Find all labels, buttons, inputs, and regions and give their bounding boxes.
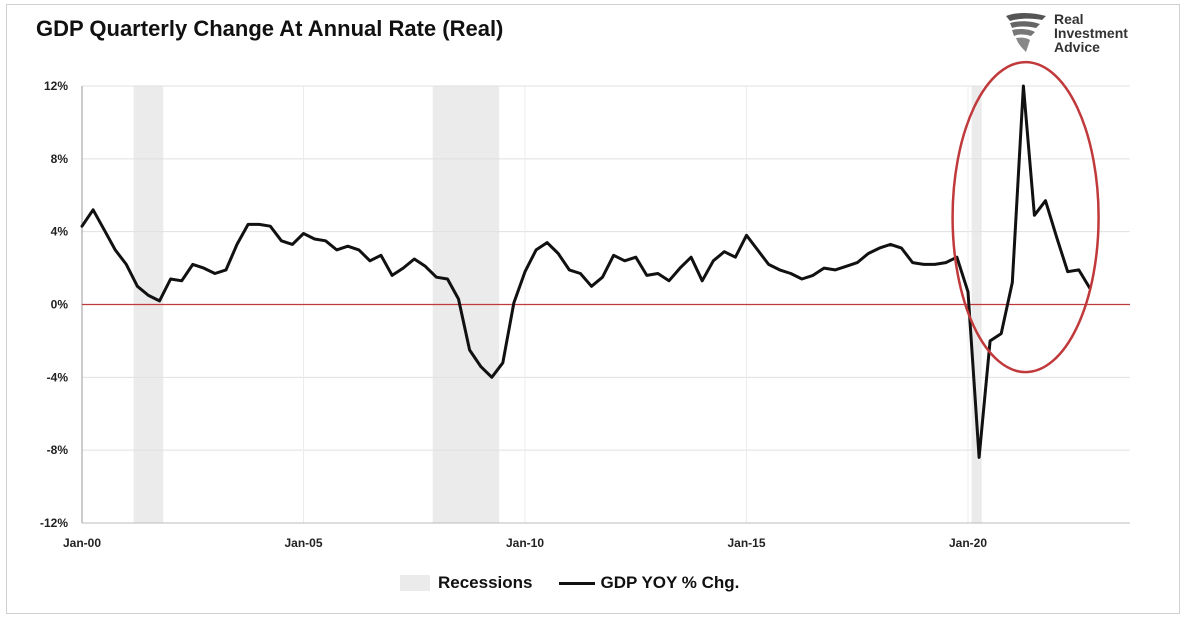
y-tick-labels: -12% -8% -4% 0% 4% 8% 12% xyxy=(40,79,68,530)
y-tick-label: 8% xyxy=(51,152,69,166)
x-tick-label: Jan-15 xyxy=(727,536,765,550)
legend-series-label: GDP YOY % Chg. xyxy=(601,573,740,593)
y-tick-label: -8% xyxy=(47,443,69,457)
series-layer xyxy=(82,86,1090,457)
x-tick-label: Jan-05 xyxy=(284,536,322,550)
x-tick-labels: Jan-00 Jan-05 Jan-10 Jan-15 Jan-20 xyxy=(63,536,987,550)
y-tick-label: 4% xyxy=(51,225,69,239)
legend-line-swatch xyxy=(559,582,595,585)
y-tick-label: 0% xyxy=(51,298,69,312)
y-tick-label: 12% xyxy=(44,79,68,93)
y-tick-label: -4% xyxy=(47,370,69,384)
y-tick-label: -12% xyxy=(40,516,68,530)
x-tick-label: Jan-20 xyxy=(949,536,987,550)
x-tick-label: Jan-00 xyxy=(63,536,101,550)
legend-recession-swatch xyxy=(400,575,430,591)
series-line-1 xyxy=(82,86,1090,457)
x-tick-label: Jan-10 xyxy=(506,536,544,550)
chart-legend: Recessions GDP YOY % Chg. xyxy=(400,573,739,593)
legend-recessions-label: Recessions xyxy=(438,573,533,593)
